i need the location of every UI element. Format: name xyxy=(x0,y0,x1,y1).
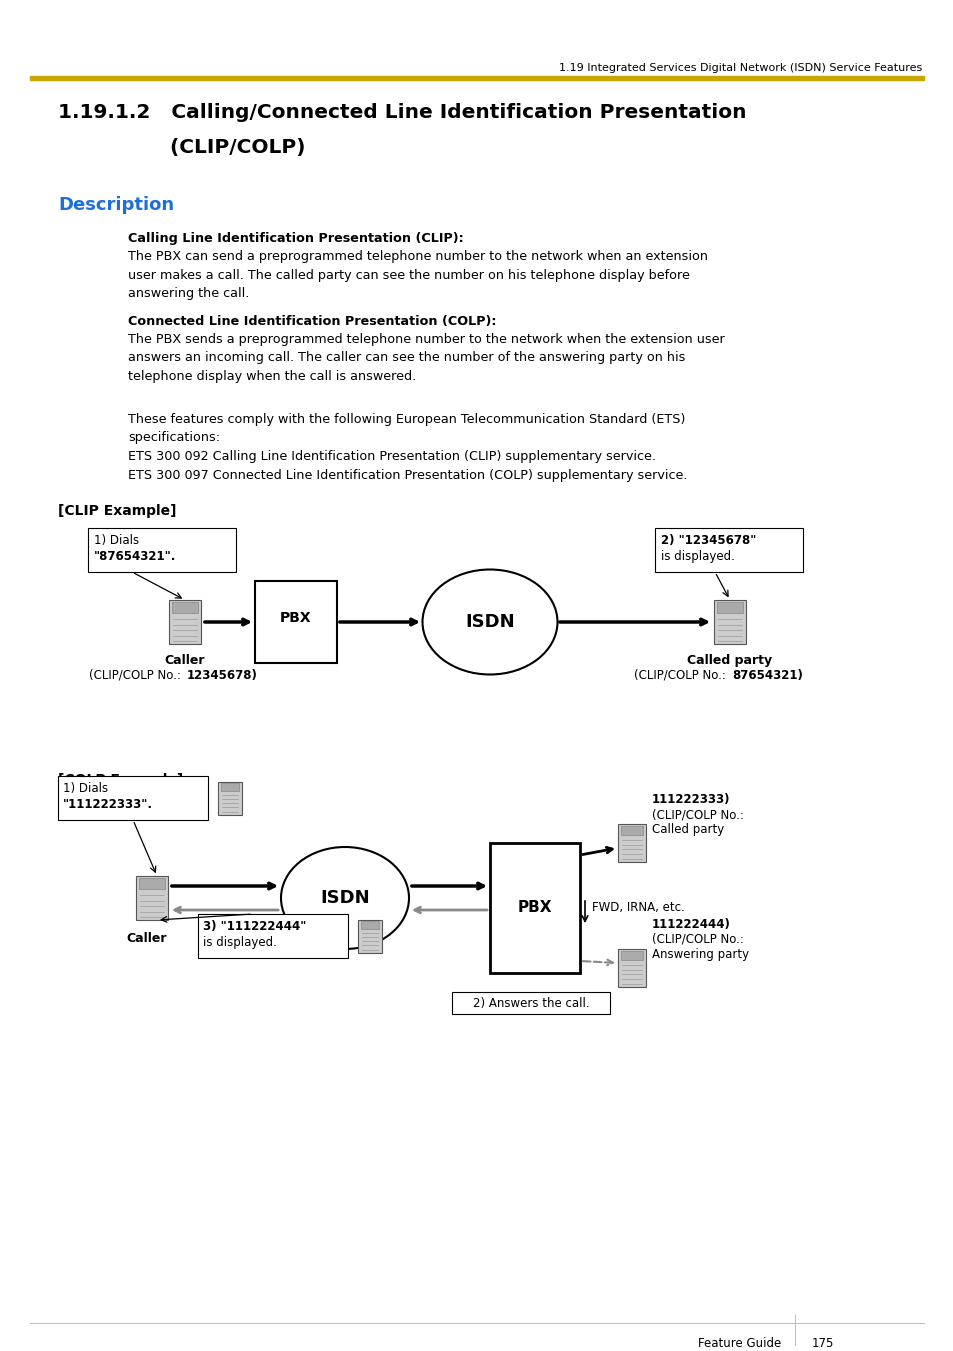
Bar xyxy=(713,600,745,644)
Text: PBX: PBX xyxy=(280,611,312,626)
Text: (CLIP/COLP No.:: (CLIP/COLP No.: xyxy=(634,669,729,682)
Text: Connected Line Identification Presentation (COLP):: Connected Line Identification Presentati… xyxy=(128,315,496,328)
Bar xyxy=(490,843,579,973)
Text: ISDN: ISDN xyxy=(320,889,370,907)
Text: 111222333): 111222333) xyxy=(651,793,730,807)
Bar xyxy=(88,528,235,571)
Ellipse shape xyxy=(281,847,409,948)
Text: 2) Answers the call.: 2) Answers the call. xyxy=(472,997,589,1009)
Text: 3) "111222444": 3) "111222444" xyxy=(203,920,306,934)
Text: 2) "12345678": 2) "12345678" xyxy=(660,534,756,547)
Bar xyxy=(30,76,923,80)
Bar xyxy=(136,875,168,920)
Bar xyxy=(357,920,381,952)
Text: (CLIP/COLP No.:: (CLIP/COLP No.: xyxy=(90,669,185,682)
Text: [COLP Example]: [COLP Example] xyxy=(58,773,183,788)
Text: 12345678): 12345678) xyxy=(187,669,257,682)
Text: "111222333".: "111222333". xyxy=(63,798,152,811)
Text: Feature Guide: Feature Guide xyxy=(698,1337,781,1350)
Bar xyxy=(360,921,378,929)
Text: 1) Dials: 1) Dials xyxy=(63,782,108,794)
Bar xyxy=(58,775,208,820)
Text: "87654321".: "87654321". xyxy=(94,550,176,563)
Bar xyxy=(620,825,642,835)
Bar xyxy=(218,781,242,815)
Text: 1) Dials: 1) Dials xyxy=(94,534,139,547)
Text: Calling Line Identification Presentation (CLIP):: Calling Line Identification Presentation… xyxy=(128,232,463,245)
Bar xyxy=(620,951,642,961)
Bar xyxy=(254,581,336,663)
Text: The PBX sends a preprogrammed telephone number to the network when the extension: The PBX sends a preprogrammed telephone … xyxy=(128,332,724,382)
Text: 111222444): 111222444) xyxy=(651,917,730,931)
Text: Caller: Caller xyxy=(165,654,205,667)
Ellipse shape xyxy=(422,570,557,674)
Text: PBX: PBX xyxy=(517,901,552,916)
Text: 175: 175 xyxy=(811,1337,834,1350)
Text: Called party: Called party xyxy=(651,823,723,836)
Bar xyxy=(139,878,165,889)
Text: is displayed.: is displayed. xyxy=(203,936,276,948)
Text: [CLIP Example]: [CLIP Example] xyxy=(58,504,176,517)
Bar xyxy=(172,603,198,613)
Bar xyxy=(655,528,802,571)
Text: 1.19 Integrated Services Digital Network (ISDN) Service Features: 1.19 Integrated Services Digital Network… xyxy=(558,63,921,73)
Text: FWD, IRNA, etc.: FWD, IRNA, etc. xyxy=(592,901,684,915)
Text: Called party: Called party xyxy=(687,654,772,667)
Text: Answering party: Answering party xyxy=(651,948,748,961)
Text: is displayed.: is displayed. xyxy=(660,550,734,563)
Bar xyxy=(169,600,201,644)
Text: ISDN: ISDN xyxy=(465,613,515,631)
Bar xyxy=(452,992,609,1015)
Bar xyxy=(198,915,348,958)
Bar xyxy=(221,784,239,792)
Text: The PBX can send a preprogrammed telephone number to the network when an extensi: The PBX can send a preprogrammed telepho… xyxy=(128,250,707,300)
Bar xyxy=(717,603,742,613)
Bar xyxy=(618,950,645,986)
Bar xyxy=(618,824,645,862)
Text: Description: Description xyxy=(58,196,174,213)
Text: 87654321): 87654321) xyxy=(731,669,802,682)
Text: (CLIP/COLP No.:: (CLIP/COLP No.: xyxy=(651,808,743,821)
Text: 1.19.1.2   Calling/Connected Line Identification Presentation: 1.19.1.2 Calling/Connected Line Identifi… xyxy=(58,103,745,122)
Text: (CLIP/COLP): (CLIP/COLP) xyxy=(58,138,305,157)
Text: (CLIP/COLP No.:: (CLIP/COLP No.: xyxy=(651,934,743,946)
Text: These features comply with the following European Telecommunication Standard (ET: These features comply with the following… xyxy=(128,413,687,481)
Text: Caller: Caller xyxy=(127,932,167,944)
